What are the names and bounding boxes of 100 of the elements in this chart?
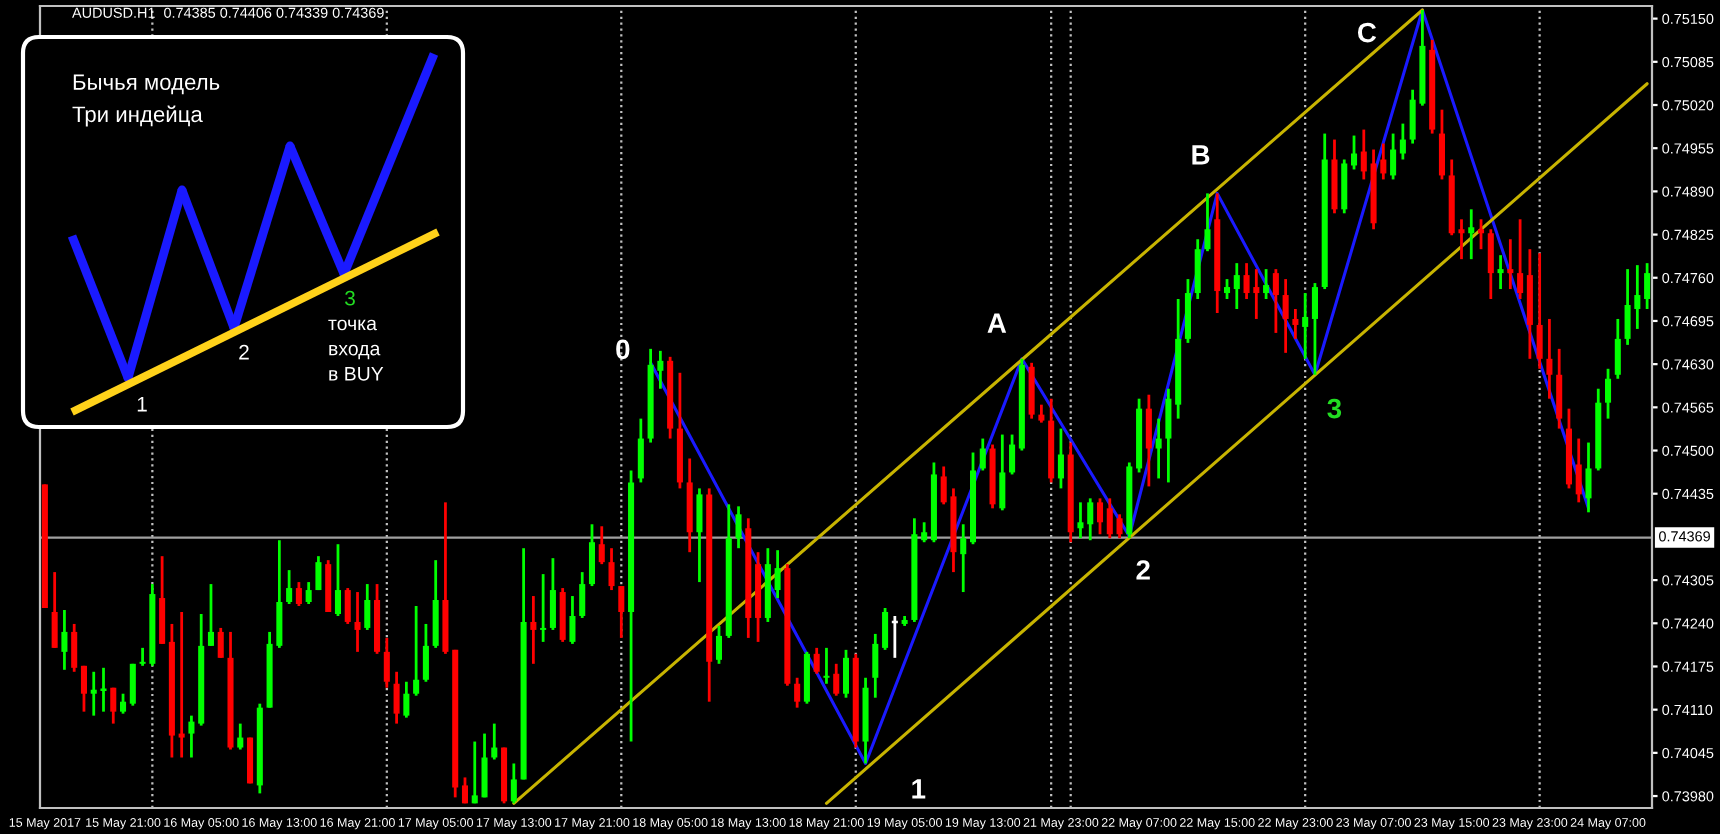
candlestick xyxy=(1517,217,1524,301)
candlestick xyxy=(129,662,136,708)
candlestick xyxy=(237,722,244,751)
candlestick xyxy=(618,584,625,640)
candlestick xyxy=(999,433,1006,512)
candlestick xyxy=(608,546,615,592)
candlestick xyxy=(305,580,312,606)
candlestick xyxy=(1057,427,1064,490)
candlestick xyxy=(159,554,166,646)
candlestick xyxy=(1351,134,1358,171)
candlestick xyxy=(1311,281,1318,377)
candlestick xyxy=(1263,267,1270,301)
candlestick xyxy=(1233,261,1240,311)
candlestick xyxy=(432,558,439,650)
annotation: 0 xyxy=(616,339,630,360)
candlestick xyxy=(120,692,127,716)
candlestick xyxy=(1223,277,1231,301)
annotation: Бычья модель xyxy=(73,74,220,95)
candlestick xyxy=(393,670,400,725)
annotation: 2 xyxy=(1136,560,1150,580)
line-series xyxy=(649,8,1591,766)
candlestick xyxy=(1282,277,1289,355)
candlestick xyxy=(413,604,420,698)
annotation: 2 xyxy=(239,344,249,360)
candlestick xyxy=(364,582,371,632)
candlestick xyxy=(979,437,986,472)
candlestick xyxy=(1487,227,1494,301)
candlestick xyxy=(530,594,537,666)
candlestick xyxy=(1507,237,1514,291)
candlestick xyxy=(803,650,810,706)
candlestick xyxy=(1341,158,1348,215)
candlestick xyxy=(1438,108,1445,181)
annotation: A xyxy=(987,313,1007,333)
candlestick xyxy=(315,554,322,592)
candlestick xyxy=(1605,367,1612,421)
annotation: Три индейца xyxy=(72,105,203,127)
candlestick xyxy=(510,762,517,805)
candlestick xyxy=(794,676,801,710)
candlestick xyxy=(61,608,68,672)
candlestick xyxy=(354,590,361,654)
candlestick xyxy=(696,487,703,584)
candlestick xyxy=(813,646,820,676)
candlestick xyxy=(188,714,195,759)
candlestick xyxy=(882,606,889,652)
candlestick xyxy=(1390,132,1397,181)
candlestick xyxy=(80,664,87,714)
candlestick xyxy=(960,522,967,594)
candlestick xyxy=(774,548,781,600)
annotation: 3 xyxy=(1327,398,1342,419)
candlestick xyxy=(383,636,390,690)
annotation: точка входа в BUY xyxy=(328,319,384,381)
candlestick xyxy=(1546,317,1553,401)
candlestick xyxy=(491,722,498,761)
candlestick xyxy=(1360,128,1367,181)
candlestick xyxy=(344,586,351,626)
candlestick xyxy=(559,586,566,644)
candlestick xyxy=(842,648,850,700)
candlestick xyxy=(1194,237,1201,301)
candlestick xyxy=(598,524,605,566)
candlestick xyxy=(325,558,332,614)
candlestick xyxy=(1106,496,1113,540)
candlestick xyxy=(1184,277,1191,345)
candlestick xyxy=(735,504,742,550)
candlestick xyxy=(334,542,341,618)
candlestick xyxy=(110,686,117,725)
candlestick xyxy=(403,680,410,720)
annotation: C xyxy=(1357,22,1377,43)
candlestick xyxy=(1556,347,1563,430)
candlestick xyxy=(1614,317,1621,381)
candlestick xyxy=(1165,387,1172,484)
candlestick xyxy=(637,417,644,484)
candlestick xyxy=(1292,307,1299,341)
candlestick xyxy=(422,622,429,684)
candlestick xyxy=(549,556,556,632)
candlestick xyxy=(588,522,596,588)
annotation: 1 xyxy=(137,397,147,412)
candlestick xyxy=(1116,512,1123,540)
annotation: 1 xyxy=(912,779,926,799)
candlestick xyxy=(71,622,78,674)
annotation: B xyxy=(1192,145,1210,165)
candlestick xyxy=(1155,417,1162,480)
candlestick xyxy=(569,594,576,646)
candlestick xyxy=(1028,361,1035,421)
candlestick xyxy=(1399,122,1406,161)
annotation: 3 xyxy=(345,290,355,306)
candlestick xyxy=(540,572,547,644)
candlestick xyxy=(1497,253,1504,291)
candlestick xyxy=(1575,437,1582,504)
candlestick xyxy=(295,580,302,608)
candlestick xyxy=(1585,441,1592,514)
candlestick xyxy=(715,624,723,666)
candlestick xyxy=(823,646,830,686)
candlestick xyxy=(1478,217,1485,251)
candlestick xyxy=(579,570,586,620)
candlestick xyxy=(217,626,224,660)
candlestick xyxy=(921,520,928,544)
candlestick xyxy=(461,776,469,805)
candlestick xyxy=(1302,291,1309,361)
candlestick xyxy=(178,610,185,759)
candlestick xyxy=(1009,433,1016,476)
